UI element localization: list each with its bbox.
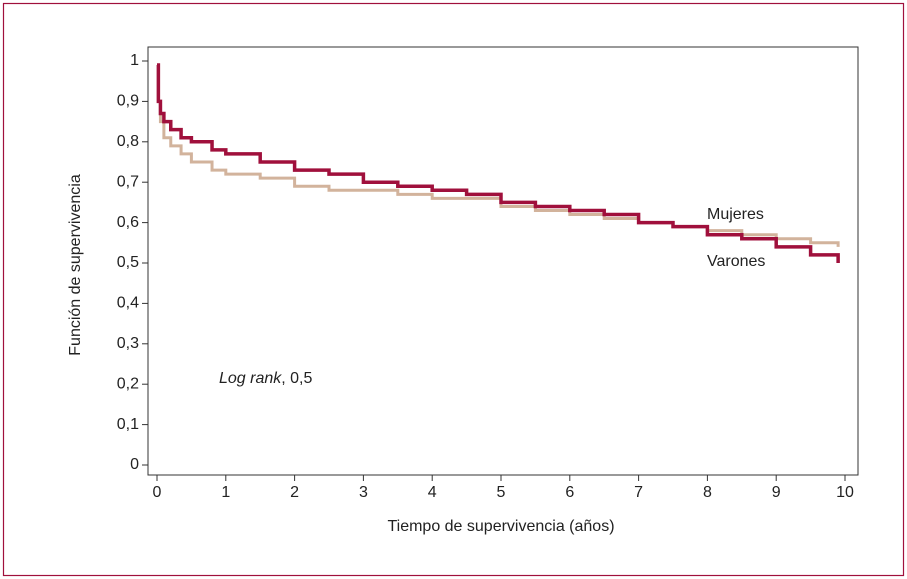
annotation-text: , 0,5 bbox=[281, 370, 312, 387]
y-tick-label: 0,5 bbox=[117, 254, 139, 271]
annotation: Log rank, 0,5 bbox=[219, 370, 313, 387]
y-tick-label: 0,2 bbox=[117, 375, 139, 392]
plot-area bbox=[147, 46, 859, 476]
annotation-italic: Log rank bbox=[219, 370, 282, 387]
x-tick-label: 10 bbox=[836, 484, 854, 501]
y-tick-label: 1 bbox=[130, 52, 139, 69]
x-tick-label: 8 bbox=[703, 484, 712, 501]
y-axis-title: Función de supervivencia bbox=[67, 174, 84, 356]
x-tick-label: 2 bbox=[290, 484, 299, 501]
y-tick-label: 0,6 bbox=[117, 214, 139, 231]
x-tick-label: 1 bbox=[221, 484, 230, 501]
y-tick-label: 0,9 bbox=[117, 93, 139, 110]
x-tick-label: 5 bbox=[497, 484, 506, 501]
y-tick-label: 0,3 bbox=[117, 335, 139, 352]
x-tick-label: 6 bbox=[565, 484, 574, 501]
x-axis-title: Tiempo de supervivencia (años) bbox=[387, 518, 614, 535]
series-label: Mujeres bbox=[707, 206, 764, 223]
x-tick-label: 3 bbox=[359, 484, 368, 501]
y-tick-label: 0,1 bbox=[117, 416, 139, 433]
y-tick-label: 0 bbox=[130, 456, 139, 473]
survival-line bbox=[156, 63, 840, 263]
x-tick-label: 9 bbox=[772, 484, 781, 501]
x-tick-label: 7 bbox=[634, 484, 643, 501]
x-tick-label: 4 bbox=[428, 484, 437, 501]
x-tick-label: 0 bbox=[153, 484, 162, 501]
y-tick-label: 0,8 bbox=[117, 133, 139, 150]
series-label: Varones bbox=[707, 253, 765, 270]
y-tick-label: 0,7 bbox=[117, 173, 139, 190]
y-tick-label: 0,4 bbox=[117, 295, 139, 312]
